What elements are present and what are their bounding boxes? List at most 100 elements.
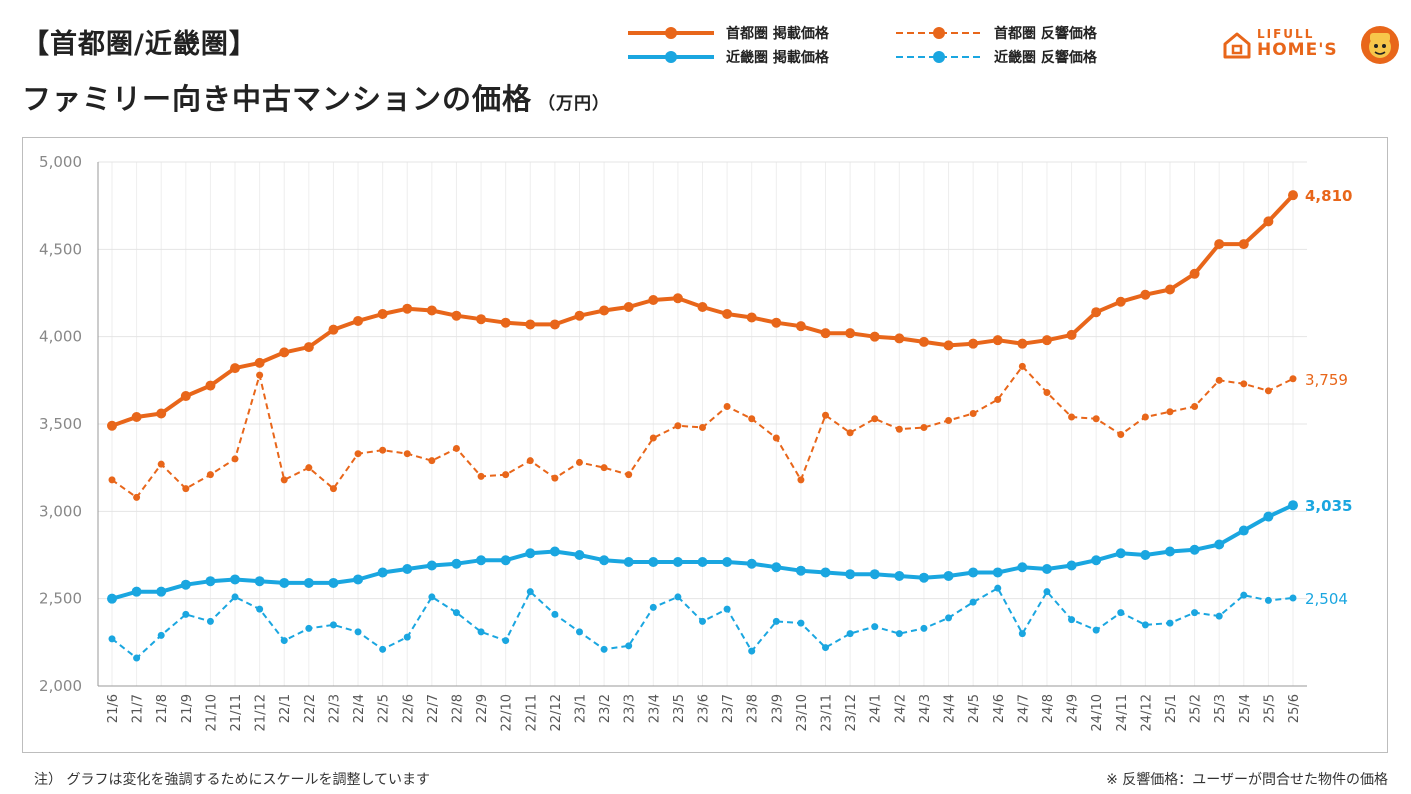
x-tick-label: 25/5 [1262,694,1277,723]
data-point [1068,616,1076,624]
data-point [428,457,436,465]
data-point [1288,190,1298,201]
data-point [133,493,141,501]
data-point [822,644,830,652]
y-tick-label: 5,000 [39,153,82,171]
data-point [1117,609,1125,617]
data-point [451,310,462,321]
data-point [329,621,337,629]
data-point [1288,500,1298,511]
data-point [574,550,585,560]
data-point [1240,591,1248,599]
data-point [231,455,239,463]
data-point [551,474,559,482]
data-point [1017,338,1028,349]
x-tick-label: 23/2 [598,694,613,723]
data-point [279,577,290,588]
data-point [920,423,928,431]
data-point [945,614,953,622]
data-point [476,555,487,566]
x-tick-label: 24/5 [967,694,982,723]
data-point [1018,362,1026,370]
footnote-inquiry-definition: ※ 反響価格：ユーザーが問合せた物件の価格 [1106,772,1388,788]
x-tick-label: 24/6 [992,694,1007,723]
data-point [1066,329,1077,340]
data-point [920,624,928,632]
data-point [549,319,560,330]
data-point [746,312,757,323]
x-tick-label: 21/6 [106,694,121,723]
data-point [918,336,929,347]
x-tick-label: 22/9 [475,694,490,723]
data-point [402,563,413,574]
data-point [1140,289,1151,300]
data-point [1018,630,1026,638]
data-point [452,609,460,617]
data-point [354,628,362,636]
x-tick-label: 21/12 [254,694,269,731]
data-point [648,556,659,567]
data-point [205,576,216,587]
y-tick-label: 2,500 [39,590,82,608]
mascot-icon [1361,26,1399,64]
data-point [748,647,756,655]
data-point [623,556,634,567]
x-tick-label: 21/11 [229,694,244,731]
data-point [279,347,290,358]
data-point [625,642,633,650]
data-point [1017,562,1028,573]
data-point [969,598,977,606]
data-point [379,645,387,653]
data-point [131,412,142,423]
data-point [451,558,462,569]
x-tick-label: 22/1 [278,694,293,723]
data-label-last: 4,810 [1305,187,1352,205]
data-point [1041,335,1052,346]
data-point [945,417,953,425]
data-point [1091,555,1102,566]
x-tick-label: 25/3 [1213,694,1228,723]
data-point [551,610,559,618]
legend-label: 首都圏 掲載価格 [726,26,829,42]
data-point [230,363,241,374]
legend-item-tokyo-listing: 首都圏 掲載価格 [628,22,829,44]
data-point [1164,546,1175,557]
data-point [477,628,485,636]
data-point [992,567,1003,578]
data-label-last: 2,504 [1305,590,1348,608]
data-point [1041,563,1052,574]
data-point [943,340,954,351]
x-tick-label: 21/7 [131,694,146,723]
data-point [305,624,313,632]
data-point [354,450,362,458]
x-tick-label: 24/2 [893,694,908,723]
data-point [280,476,288,484]
x-tick-label: 24/7 [1016,694,1031,723]
data-point [328,577,339,588]
data-point [157,631,165,639]
x-tick-label: 22/2 [303,694,318,723]
x-tick-label: 24/4 [943,694,958,723]
data-point [549,546,560,557]
data-point [1166,408,1174,416]
x-tick-label: 24/12 [1139,694,1154,731]
data-point [133,654,141,662]
data-point [1043,588,1051,596]
chart-frame [22,137,1388,753]
data-point [869,331,880,342]
data-point [1289,375,1297,383]
data-point [649,434,657,442]
data-point [820,328,831,339]
data-point [895,630,903,638]
chart-title: ファミリー向き中古マンションの価格 （万円） [22,76,610,118]
data-point [1164,284,1175,295]
data-point [968,338,979,349]
data-point [574,310,585,321]
x-tick-label: 23/11 [820,694,835,731]
data-point [526,457,534,465]
legend-swatch-tokyo-inquiry [896,27,982,39]
data-point [649,603,657,611]
data-point [846,630,854,638]
x-tick-label: 23/3 [623,694,638,723]
x-tick-label: 24/1 [869,694,884,723]
